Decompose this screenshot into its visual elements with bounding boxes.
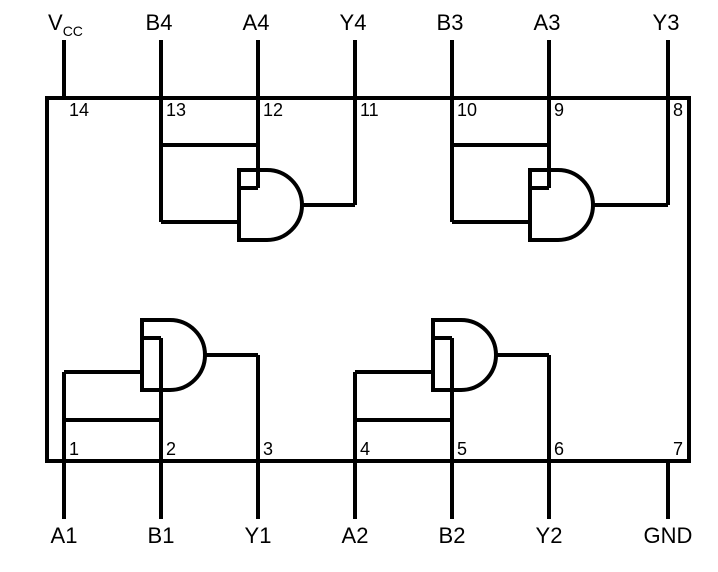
and-gate-G1_bot_left bbox=[142, 320, 205, 390]
pin-label-top-0: VCC bbox=[48, 10, 83, 39]
pin-label-top-4: B3 bbox=[437, 10, 464, 35]
pin-number-bottom-6: 7 bbox=[673, 439, 683, 459]
pin-label-bottom-4: B2 bbox=[439, 523, 466, 548]
pin-number-top-5: 9 bbox=[554, 100, 564, 120]
pin-label-bottom-5: Y2 bbox=[536, 523, 563, 548]
and-gate-G3_top_right bbox=[530, 170, 593, 240]
and-gate-G4_top_left bbox=[239, 170, 302, 240]
pin-label-bottom-2: Y1 bbox=[245, 523, 272, 548]
pin-number-top-4: 10 bbox=[457, 100, 477, 120]
pin-label-bottom-1: B1 bbox=[148, 523, 175, 548]
pin-number-bottom-3: 4 bbox=[360, 439, 370, 459]
pin-number-bottom-0: 1 bbox=[69, 439, 79, 459]
pin-number-top-0: 14 bbox=[69, 100, 89, 120]
pin-label-top-5: A3 bbox=[534, 10, 561, 35]
pin-number-bottom-5: 6 bbox=[554, 439, 564, 459]
pin-number-top-3: 11 bbox=[360, 100, 379, 120]
pin-label-top-1: B4 bbox=[146, 10, 173, 35]
pin-number-top-6: 8 bbox=[673, 100, 683, 120]
pin-label-bottom-6: GND bbox=[644, 523, 693, 548]
pin-number-bottom-1: 2 bbox=[166, 439, 176, 459]
pin-number-bottom-2: 3 bbox=[263, 439, 273, 459]
pin-label-top-2: A4 bbox=[243, 10, 270, 35]
chip-outline bbox=[47, 98, 689, 461]
pin-label-bottom-0: A1 bbox=[51, 523, 78, 548]
pin-number-bottom-4: 5 bbox=[457, 439, 467, 459]
pin-label-top-3: Y4 bbox=[340, 10, 367, 35]
and-gate-G2_bot_right bbox=[433, 320, 496, 390]
pin-number-top-2: 12 bbox=[263, 100, 283, 120]
pin-label-top-6: Y3 bbox=[653, 10, 680, 35]
pin-label-bottom-3: A2 bbox=[342, 523, 369, 548]
pin-number-top-1: 13 bbox=[166, 100, 186, 120]
